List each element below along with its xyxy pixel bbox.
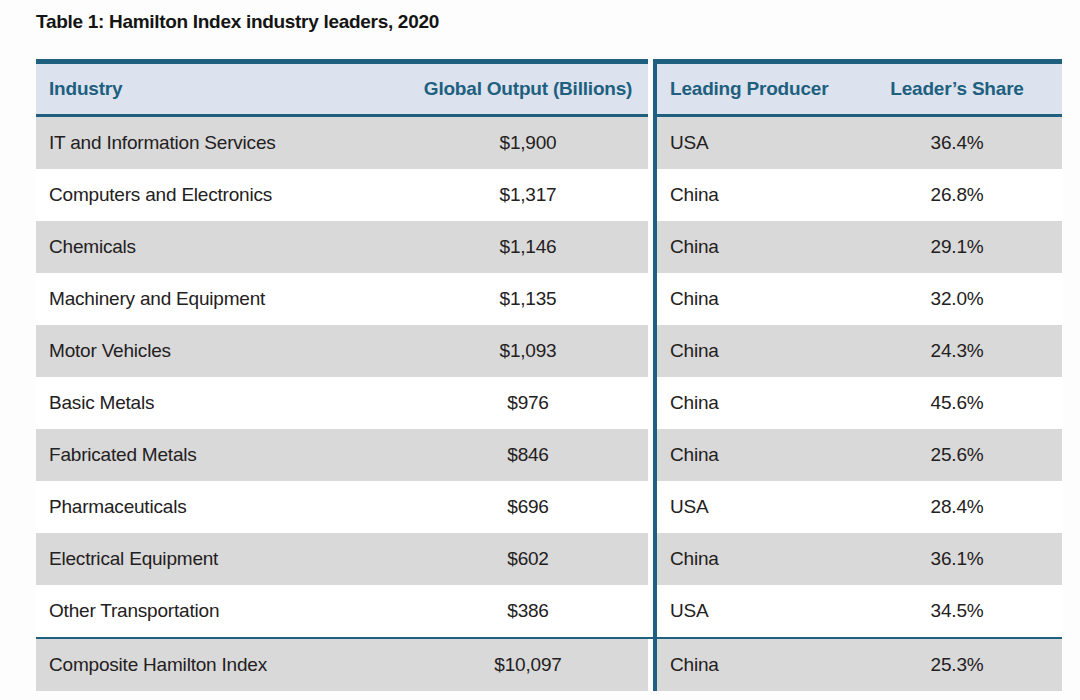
table-row: Fabricated Metals $846 China 25.6% bbox=[36, 429, 1062, 481]
row-right-section: China 24.3% bbox=[657, 325, 1062, 377]
producer-cell: China bbox=[657, 236, 852, 258]
row-left-section: Composite Hamilton Index $10,097 bbox=[36, 639, 648, 691]
row-right-section: China 32.0% bbox=[657, 273, 1062, 325]
share-cell: 25.3% bbox=[852, 654, 1062, 676]
row-left-section: Chemicals $1,146 bbox=[36, 221, 648, 273]
share-cell: 26.8% bbox=[852, 184, 1062, 206]
col-header-leading-producer: Leading Producer bbox=[657, 78, 852, 100]
table-row: Motor Vehicles $1,093 China 24.3% bbox=[36, 325, 1062, 377]
producer-cell: China bbox=[657, 548, 852, 570]
row-left-section: Basic Metals $976 bbox=[36, 377, 648, 429]
industry-cell: Computers and Electronics bbox=[36, 184, 408, 206]
share-cell: 36.1% bbox=[852, 548, 1062, 570]
table-row: Basic Metals $976 China 45.6% bbox=[36, 377, 1062, 429]
table-title: Table 1: Hamilton Index industry leaders… bbox=[36, 11, 439, 33]
industry-cell: Basic Metals bbox=[36, 392, 408, 414]
row-right-section: China 25.6% bbox=[657, 429, 1062, 481]
row-right-section: China 25.3% bbox=[657, 639, 1062, 691]
producer-cell: USA bbox=[657, 132, 852, 154]
table-row: Composite Hamilton Index $10,097 China 2… bbox=[36, 639, 1062, 691]
industry-cell: Composite Hamilton Index bbox=[36, 654, 408, 676]
share-cell: 36.4% bbox=[852, 132, 1062, 154]
producer-cell: USA bbox=[657, 496, 852, 518]
col-header-industry: Industry bbox=[36, 78, 408, 100]
table-row: Pharmaceuticals $696 USA 28.4% bbox=[36, 481, 1062, 533]
column-divider-line bbox=[653, 59, 657, 691]
row-right-section: China 26.8% bbox=[657, 169, 1062, 221]
industry-cell: Other Transportation bbox=[36, 600, 408, 622]
output-cell: $10,097 bbox=[408, 654, 648, 676]
industry-cell: Electrical Equipment bbox=[36, 548, 408, 570]
table-row: Chemicals $1,146 China 29.1% bbox=[36, 221, 1062, 273]
output-cell: $1,317 bbox=[408, 184, 648, 206]
row-right-section: USA 36.4% bbox=[657, 117, 1062, 169]
table-row: Electrical Equipment $602 China 36.1% bbox=[36, 533, 1062, 585]
share-cell: 45.6% bbox=[852, 392, 1062, 414]
industry-cell: Chemicals bbox=[36, 236, 408, 258]
row-left-section: Motor Vehicles $1,093 bbox=[36, 325, 648, 377]
share-cell: 29.1% bbox=[852, 236, 1062, 258]
share-cell: 34.5% bbox=[852, 600, 1062, 622]
row-right-section: USA 28.4% bbox=[657, 481, 1062, 533]
table-row: IT and Information Services $1,900 USA 3… bbox=[36, 117, 1062, 169]
row-left-section: Electrical Equipment $602 bbox=[36, 533, 648, 585]
table-row: Computers and Electronics $1,317 China 2… bbox=[36, 169, 1062, 221]
col-header-global-output: Global Output (Billions) bbox=[408, 78, 648, 100]
share-cell: 32.0% bbox=[852, 288, 1062, 310]
producer-cell: China bbox=[657, 444, 852, 466]
output-cell: $1,093 bbox=[408, 340, 648, 362]
row-right-section: China 45.6% bbox=[657, 377, 1062, 429]
producer-cell: China bbox=[657, 340, 852, 362]
row-right-section: China 29.1% bbox=[657, 221, 1062, 273]
industry-cell: Fabricated Metals bbox=[36, 444, 408, 466]
table-header-row: Industry Global Output (Billions) Leadin… bbox=[36, 59, 1062, 117]
industry-cell: Motor Vehicles bbox=[36, 340, 408, 362]
row-left-section: Fabricated Metals $846 bbox=[36, 429, 648, 481]
producer-cell: China bbox=[657, 288, 852, 310]
document-page: Table 1: Hamilton Index industry leaders… bbox=[0, 0, 1080, 700]
table-row: Other Transportation $386 USA 34.5% bbox=[36, 585, 1062, 637]
producer-cell: China bbox=[657, 392, 852, 414]
table-row: Machinery and Equipment $1,135 China 32.… bbox=[36, 273, 1062, 325]
producer-cell: USA bbox=[657, 600, 852, 622]
producer-cell: China bbox=[657, 654, 852, 676]
output-cell: $602 bbox=[408, 548, 648, 570]
industry-cell: IT and Information Services bbox=[36, 132, 408, 154]
output-cell: $976 bbox=[408, 392, 648, 414]
output-cell: $386 bbox=[408, 600, 648, 622]
row-left-section: Computers and Electronics $1,317 bbox=[36, 169, 648, 221]
industry-cell: Machinery and Equipment bbox=[36, 288, 408, 310]
output-cell: $696 bbox=[408, 496, 648, 518]
hamilton-index-table: Industry Global Output (Billions) Leadin… bbox=[36, 59, 1062, 691]
row-right-section: USA 34.5% bbox=[657, 585, 1062, 637]
row-left-section: Other Transportation $386 bbox=[36, 585, 648, 637]
share-cell: 25.6% bbox=[852, 444, 1062, 466]
industry-cell: Pharmaceuticals bbox=[36, 496, 408, 518]
output-cell: $1,146 bbox=[408, 236, 648, 258]
row-right-section: China 36.1% bbox=[657, 533, 1062, 585]
row-left-section: Pharmaceuticals $696 bbox=[36, 481, 648, 533]
share-cell: 24.3% bbox=[852, 340, 1062, 362]
header-right-section: Leading Producer Leader’s Share bbox=[657, 59, 1062, 117]
output-cell: $1,135 bbox=[408, 288, 648, 310]
producer-cell: China bbox=[657, 184, 852, 206]
col-header-leaders-share: Leader’s Share bbox=[852, 78, 1062, 100]
row-left-section: Machinery and Equipment $1,135 bbox=[36, 273, 648, 325]
header-left-section: Industry Global Output (Billions) bbox=[36, 59, 648, 117]
output-cell: $1,900 bbox=[408, 132, 648, 154]
share-cell: 28.4% bbox=[852, 496, 1062, 518]
table-body: IT and Information Services $1,900 USA 3… bbox=[36, 117, 1062, 691]
output-cell: $846 bbox=[408, 444, 648, 466]
row-left-section: IT and Information Services $1,900 bbox=[36, 117, 648, 169]
